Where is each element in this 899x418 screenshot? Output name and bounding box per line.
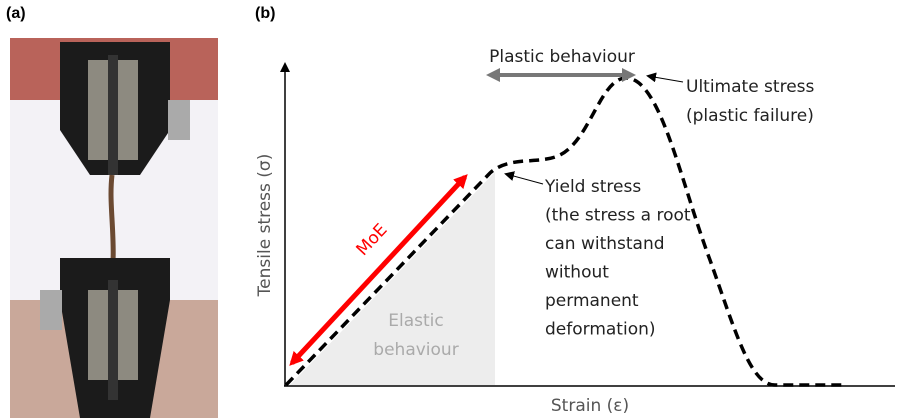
yield-label: (the stress a root — [545, 206, 691, 226]
elastic-label: behaviour — [373, 340, 458, 360]
y-axis-label: Tensile stress (σ) — [255, 154, 275, 298]
plastic-label: Plastic behaviour — [489, 47, 635, 67]
yield-label: can withstand — [545, 234, 665, 254]
yield-label: permanent — [545, 291, 639, 311]
yield-label: deformation) — [545, 320, 656, 340]
x-axis-label: Strain (ε) — [551, 396, 629, 416]
pointer — [504, 171, 544, 185]
panel-label: (a) — [6, 5, 26, 22]
moe-arrow — [289, 174, 468, 366]
stress-strain-curve — [284, 76, 845, 387]
elastic-label: Elastic — [388, 311, 443, 331]
ultimate-label: Ultimate stress — [686, 77, 815, 97]
pointer — [646, 72, 684, 83]
panel-label: (b) — [255, 5, 275, 22]
ultimate-label: (plastic failure) — [686, 106, 814, 126]
yield-label: Yield stress — [544, 177, 641, 197]
yield-label: without — [545, 263, 609, 283]
moe-label: MoE — [352, 220, 391, 260]
photo — [10, 38, 218, 418]
